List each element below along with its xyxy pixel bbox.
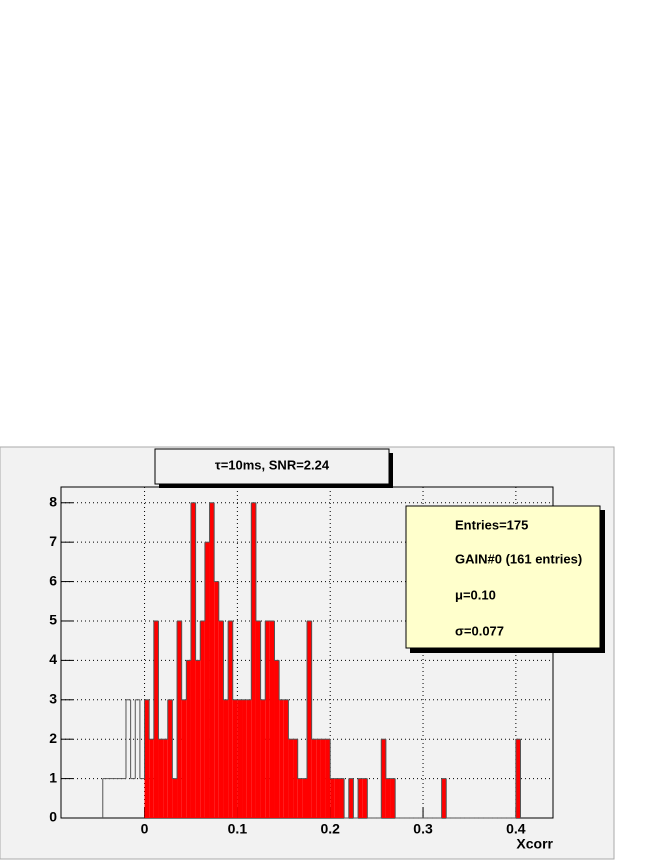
histogram-bar	[330, 778, 335, 818]
histogram-bar	[172, 778, 178, 818]
histogram-bar	[218, 620, 224, 818]
histogram-bar	[265, 620, 270, 818]
histogram-bar	[334, 778, 340, 818]
stats-box	[405, 505, 601, 649]
histogram-bar	[167, 699, 173, 818]
histogram-bar	[251, 502, 256, 818]
histogram-bar	[288, 739, 294, 818]
stats-line: μ=0.10	[455, 587, 496, 602]
histogram-bar	[209, 502, 215, 818]
histogram-bar	[362, 778, 368, 818]
y-tick-label: 6	[49, 572, 57, 588]
histogram-bar	[260, 699, 266, 818]
histogram-bar	[269, 620, 275, 818]
histogram-bar	[204, 542, 210, 818]
histogram-bar	[200, 620, 205, 818]
histogram-bar	[293, 739, 298, 818]
histogram-bar	[385, 778, 391, 818]
histogram-bar	[190, 502, 196, 818]
histogram-bar	[163, 739, 168, 818]
histogram-bar	[381, 739, 386, 818]
x-tick-label: 0	[141, 821, 149, 837]
histogram-bar	[515, 739, 521, 818]
histogram-bar	[237, 699, 243, 818]
histogram-bar	[153, 620, 159, 818]
histogram-bar	[255, 620, 261, 818]
y-tick-label: 0	[49, 809, 57, 825]
histogram-bar	[149, 739, 154, 818]
histogram-bar	[297, 778, 303, 818]
histogram-bar	[144, 699, 150, 818]
histogram-bar	[158, 739, 164, 818]
histogram-bar	[320, 739, 326, 818]
histogram-bar	[325, 739, 331, 818]
x-axis-label: Xcorr	[516, 836, 553, 852]
y-tick-label: 2	[49, 730, 57, 746]
histogram-bar	[228, 620, 233, 818]
histogram-bar	[177, 620, 182, 818]
stats-line: GAIN#0 (161 entries)	[455, 551, 582, 566]
y-tick-label: 8	[49, 493, 57, 509]
histogram-bar	[339, 778, 345, 818]
histogram-bar	[307, 620, 312, 818]
y-tick-label: 4	[49, 651, 57, 667]
stats-line: σ=0.077	[455, 623, 504, 638]
x-tick-label: 0.3	[413, 821, 433, 837]
histogram-bar	[242, 699, 247, 818]
chart-title: τ=10ms, SNR=2.24	[215, 457, 330, 472]
histogram-bar	[274, 660, 280, 818]
title-box	[154, 448, 390, 485]
histogram-bar	[279, 699, 284, 818]
y-tick-label: 7	[49, 533, 57, 549]
histogram-bar	[186, 660, 191, 818]
x-tick-label: 0.2	[320, 821, 340, 837]
y-tick-label: 3	[49, 690, 57, 706]
histogram-bar	[441, 778, 447, 818]
histogram-bar	[302, 778, 307, 818]
histogram-bar	[311, 739, 317, 818]
x-tick-label: 0.1	[228, 821, 248, 837]
histogram-bar	[390, 778, 396, 818]
histogram-bar	[232, 699, 238, 818]
histogram-bar	[283, 699, 289, 818]
histogram-bar	[195, 660, 201, 818]
x-tick-label: 0.4	[506, 821, 526, 837]
histogram-bar	[348, 778, 354, 818]
histogram-bar	[223, 699, 229, 818]
y-tick-label: 5	[49, 612, 57, 628]
histogram-bar	[246, 699, 252, 818]
histogram-bar	[214, 581, 219, 818]
y-tick-label: 1	[49, 769, 57, 785]
stats-line: Entries=175	[455, 517, 528, 532]
histogram-bar	[358, 778, 363, 818]
histogram-bar	[316, 739, 321, 818]
histogram-bar	[181, 699, 187, 818]
